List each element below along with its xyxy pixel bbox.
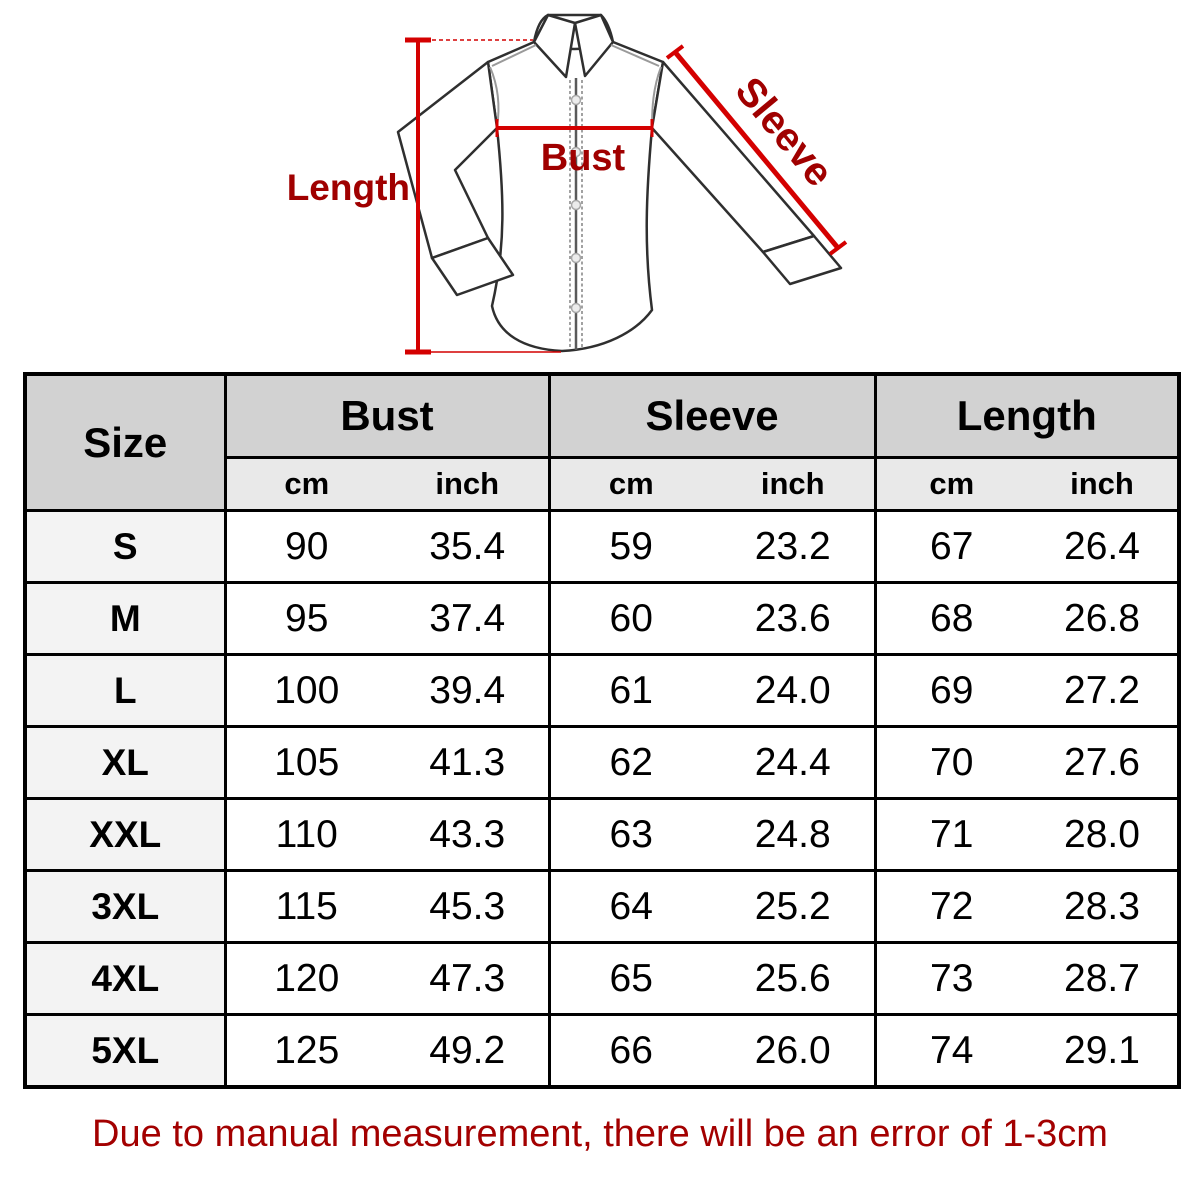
size-cell: 5XL	[25, 1013, 225, 1089]
bust-measure-line	[495, 119, 654, 137]
shirt-collar	[532, 13, 615, 79]
table-row: M 95 37.4 60 23.6 68 26.8	[25, 581, 1179, 656]
table-row: XL 105 41.3 62 24.4 70 27.6	[25, 725, 1179, 800]
value-cell: 60	[547, 581, 712, 656]
button-icon	[570, 146, 582, 158]
value-cell: 100	[223, 653, 387, 728]
value-cell: 24.0	[712, 653, 875, 728]
value-cell: 39.4	[387, 653, 549, 728]
size-cell: XXL	[25, 797, 225, 872]
unit-header: inch	[1027, 456, 1179, 512]
value-cell: 95	[223, 581, 387, 656]
shirt-left-cuff	[430, 236, 515, 297]
value-cell: 43.3	[387, 797, 549, 872]
value-cell: 28.3	[1027, 869, 1179, 944]
unit-header: inch	[387, 456, 549, 512]
unit-header: cm	[547, 456, 712, 512]
size-cell: XL	[25, 725, 225, 800]
bust-group-header: Bust	[223, 372, 549, 459]
value-cell: 25.2	[712, 869, 875, 944]
button-icon	[570, 94, 582, 106]
value-cell: 45.3	[387, 869, 549, 944]
table-row: 3XL 115 45.3 64 25.2 72 28.3	[25, 869, 1179, 944]
unit-header: inch	[712, 456, 875, 512]
value-cell: 37.4	[387, 581, 549, 656]
length-measure-line	[405, 37, 561, 355]
value-cell: 27.6	[1027, 725, 1179, 800]
size-cell: M	[25, 581, 225, 656]
value-cell: 26.8	[1027, 581, 1179, 656]
measurement-annotations	[405, 37, 848, 355]
button-icon	[570, 199, 582, 211]
value-cell: 24.8	[712, 797, 875, 872]
value-cell: 59	[547, 509, 712, 584]
value-cell: 110	[223, 797, 387, 872]
size-cell: 3XL	[25, 869, 225, 944]
table-row: XXL 110 43.3 63 24.8 71 28.0	[25, 797, 1179, 872]
value-cell: 71	[873, 797, 1027, 872]
bust-label: Bust	[541, 137, 626, 179]
value-cell: 115	[223, 869, 387, 944]
value-cell: 28.7	[1027, 941, 1179, 1016]
sleeve-measure-line	[665, 44, 848, 256]
sleeve-group-header: Sleeve	[547, 372, 875, 459]
value-cell: 26.0	[712, 1013, 875, 1089]
unit-header: cm	[223, 456, 387, 512]
shirt-right-cuff	[761, 234, 843, 286]
size-chart-table: Size Bust Sleeve Length cm inch cm inch …	[23, 372, 1181, 1089]
value-cell: 73	[873, 941, 1027, 1016]
value-cell: 68	[873, 581, 1027, 656]
table-row: S 90 35.4 59 23.2 67 26.4	[25, 509, 1179, 584]
size-column-header: Size	[25, 372, 225, 512]
table-header-row: Size Bust Sleeve Length	[25, 372, 1179, 512]
length-group-header: Length	[873, 372, 1179, 459]
value-cell: 65	[547, 941, 712, 1016]
value-cell: 61	[547, 653, 712, 728]
table-row: 4XL 120 47.3 65 25.6 73 28.7	[25, 941, 1179, 1016]
value-cell: 23.6	[712, 581, 875, 656]
value-cell: 62	[547, 725, 712, 800]
value-cell: 29.1	[1027, 1013, 1179, 1089]
value-cell: 25.6	[712, 941, 875, 1016]
value-cell: 70	[873, 725, 1027, 800]
value-cell: 27.2	[1027, 653, 1179, 728]
value-cell: 72	[873, 869, 1027, 944]
value-cell: 105	[223, 725, 387, 800]
size-cell: S	[25, 509, 225, 584]
table-units-row: cm inch cm inch cm inch	[25, 456, 1179, 512]
value-cell: 120	[223, 941, 387, 1016]
value-cell: 64	[547, 869, 712, 944]
shirt-buttons	[570, 94, 582, 314]
length-label: Length	[287, 167, 410, 208]
value-cell: 67	[873, 509, 1027, 584]
unit-header: cm	[873, 456, 1027, 512]
measurement-disclaimer: Due to manual measurement, there will be…	[92, 1113, 1108, 1155]
value-cell: 74	[873, 1013, 1027, 1089]
size-cell: 4XL	[25, 941, 225, 1016]
value-cell: 69	[873, 653, 1027, 728]
table-row: 5XL 125 49.2 66 26.0 74 29.1	[25, 1013, 1179, 1089]
button-icon	[570, 252, 582, 264]
shirt-diagram-svg: Length Bust Sleeve	[287, 13, 848, 355]
value-cell: 66	[547, 1013, 712, 1089]
value-cell: 35.4	[387, 509, 549, 584]
value-cell: 125	[223, 1013, 387, 1089]
value-cell: 90	[223, 509, 387, 584]
table-row: L 100 39.4 61 24.0 69 27.2	[25, 653, 1179, 728]
value-cell: 23.2	[712, 509, 875, 584]
value-cell: 63	[547, 797, 712, 872]
value-cell: 24.4	[712, 725, 875, 800]
shirt-measurement-diagram: Length Bust Sleeve	[0, 0, 1200, 365]
value-cell: 28.0	[1027, 797, 1179, 872]
value-cell: 41.3	[387, 725, 549, 800]
value-cell: 49.2	[387, 1013, 549, 1089]
value-cell: 47.3	[387, 941, 549, 1016]
size-cell: L	[25, 653, 225, 728]
shirt-left-sleeve	[396, 60, 499, 260]
value-cell: 26.4	[1027, 509, 1179, 584]
button-icon	[570, 302, 582, 314]
